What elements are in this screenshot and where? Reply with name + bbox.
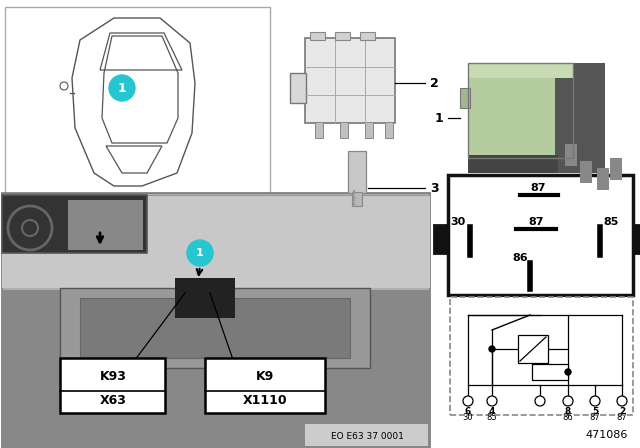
Bar bbox=[315, 122, 323, 138]
Bar bbox=[2, 195, 147, 253]
Text: 85: 85 bbox=[603, 217, 618, 227]
Text: 30: 30 bbox=[463, 413, 474, 422]
Bar bbox=[385, 122, 393, 138]
Circle shape bbox=[109, 75, 135, 101]
Text: 86: 86 bbox=[513, 253, 528, 263]
Text: 87: 87 bbox=[589, 413, 600, 422]
Text: 1: 1 bbox=[118, 82, 126, 95]
Bar bbox=[450, 297, 633, 415]
Circle shape bbox=[187, 240, 213, 266]
Text: K9: K9 bbox=[256, 370, 274, 383]
Text: 85: 85 bbox=[486, 413, 497, 422]
Circle shape bbox=[535, 396, 545, 406]
Bar bbox=[518, 335, 548, 363]
Bar bbox=[532, 364, 568, 380]
Bar bbox=[2, 290, 430, 448]
Bar bbox=[60, 288, 370, 368]
Text: 87: 87 bbox=[531, 183, 546, 193]
Bar bbox=[340, 122, 348, 138]
Bar bbox=[360, 32, 375, 40]
Text: EO E63 37 0001: EO E63 37 0001 bbox=[331, 431, 403, 440]
Text: K93: K93 bbox=[100, 370, 127, 383]
Circle shape bbox=[487, 396, 497, 406]
Bar bbox=[60, 358, 165, 413]
Text: 86: 86 bbox=[563, 413, 573, 422]
Bar bbox=[555, 63, 605, 173]
Bar bbox=[348, 151, 366, 193]
Bar bbox=[633, 225, 640, 253]
Bar bbox=[68, 200, 143, 250]
Bar bbox=[80, 298, 350, 358]
Bar bbox=[305, 424, 428, 446]
Bar bbox=[352, 192, 362, 206]
Bar bbox=[610, 158, 622, 180]
Text: 5: 5 bbox=[592, 407, 598, 416]
Bar bbox=[205, 358, 325, 413]
Bar bbox=[468, 155, 558, 173]
Text: 87: 87 bbox=[528, 217, 544, 227]
Bar bbox=[468, 63, 573, 158]
Text: 1: 1 bbox=[196, 248, 204, 258]
Bar bbox=[290, 73, 306, 103]
Bar bbox=[460, 88, 470, 108]
Bar bbox=[597, 168, 609, 190]
Bar bbox=[448, 175, 633, 295]
Circle shape bbox=[463, 396, 473, 406]
Text: 4: 4 bbox=[489, 407, 495, 416]
Text: 1: 1 bbox=[435, 112, 443, 125]
Bar bbox=[310, 32, 325, 40]
Text: X63: X63 bbox=[100, 395, 127, 408]
Circle shape bbox=[590, 396, 600, 406]
Circle shape bbox=[565, 369, 571, 375]
Bar bbox=[5, 7, 270, 205]
Bar bbox=[434, 225, 448, 253]
Text: 30: 30 bbox=[451, 217, 466, 227]
Bar bbox=[2, 195, 430, 288]
Circle shape bbox=[617, 396, 627, 406]
Text: 8: 8 bbox=[565, 407, 571, 416]
Text: 6: 6 bbox=[465, 407, 471, 416]
Circle shape bbox=[563, 396, 573, 406]
Text: 471086: 471086 bbox=[586, 430, 628, 440]
Text: 87: 87 bbox=[616, 413, 627, 422]
Bar bbox=[365, 122, 373, 138]
Text: 2: 2 bbox=[619, 407, 625, 416]
Text: 3: 3 bbox=[430, 181, 438, 194]
Bar bbox=[2, 193, 430, 448]
Text: X1110: X1110 bbox=[243, 395, 287, 408]
Bar bbox=[335, 32, 350, 40]
Bar bbox=[305, 38, 395, 123]
Bar bbox=[468, 63, 573, 158]
Bar bbox=[580, 161, 592, 183]
Circle shape bbox=[489, 346, 495, 352]
Bar bbox=[468, 63, 573, 78]
Text: 2: 2 bbox=[430, 77, 439, 90]
Bar bbox=[175, 278, 235, 318]
Bar bbox=[565, 144, 577, 166]
